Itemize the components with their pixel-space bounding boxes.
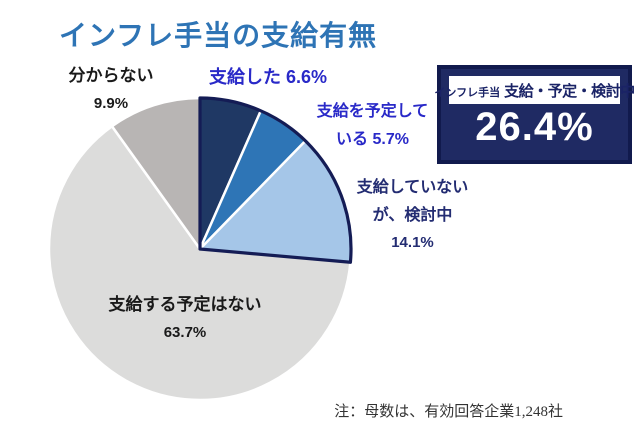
pie-label-value: 9.9% bbox=[93, 94, 129, 112]
page-title: インフレ手当の支給有無 bbox=[59, 20, 378, 51]
pie-label-considering: 支給していない が、検討中 14.1% bbox=[340, 174, 485, 256]
highlight-box: インフレ手当 支給・予定・検討中 26.4% bbox=[434, 65, 635, 164]
highlight-label: 支給・予定・検討中 bbox=[504, 83, 635, 100]
pie-label-value: 14.1% bbox=[391, 234, 434, 251]
highlight-header: インフレ手当 支給・予定・検討中 bbox=[434, 76, 635, 104]
highlight-tag: インフレ手当 bbox=[434, 87, 501, 99]
pie-label-planning: 支給を予定して いる 5.7% bbox=[300, 98, 445, 154]
pie-group-outline bbox=[198, 96, 353, 264]
pie-label-value: 63.7% bbox=[163, 323, 207, 341]
pie-label-text: が、検討中 bbox=[372, 207, 453, 224]
pie-label-text: 支給を予定して bbox=[316, 103, 429, 120]
pie-label-text: いる 5.7% bbox=[336, 131, 409, 148]
footnote: 注：母数は、有効回答企業1,248社 bbox=[334, 404, 563, 420]
pie-slice bbox=[110, 96, 202, 251]
highlight-value: 26.4% bbox=[475, 105, 594, 149]
pie-label-text: 支給した 6.6% bbox=[208, 67, 328, 87]
pie-label-dont-know: 分からない 9.9% bbox=[52, 61, 170, 117]
pie-label-text: 支給する予定はない bbox=[108, 295, 262, 314]
pie-label-paid: 支給した 6.6% bbox=[198, 62, 338, 94]
pie-label-text: 支給していない bbox=[356, 179, 469, 196]
pie-label-no-plan: 支給する予定はない 63.7% bbox=[100, 290, 270, 346]
pie-slice bbox=[47, 125, 352, 402]
pie-label-text: 分からない bbox=[68, 66, 154, 85]
